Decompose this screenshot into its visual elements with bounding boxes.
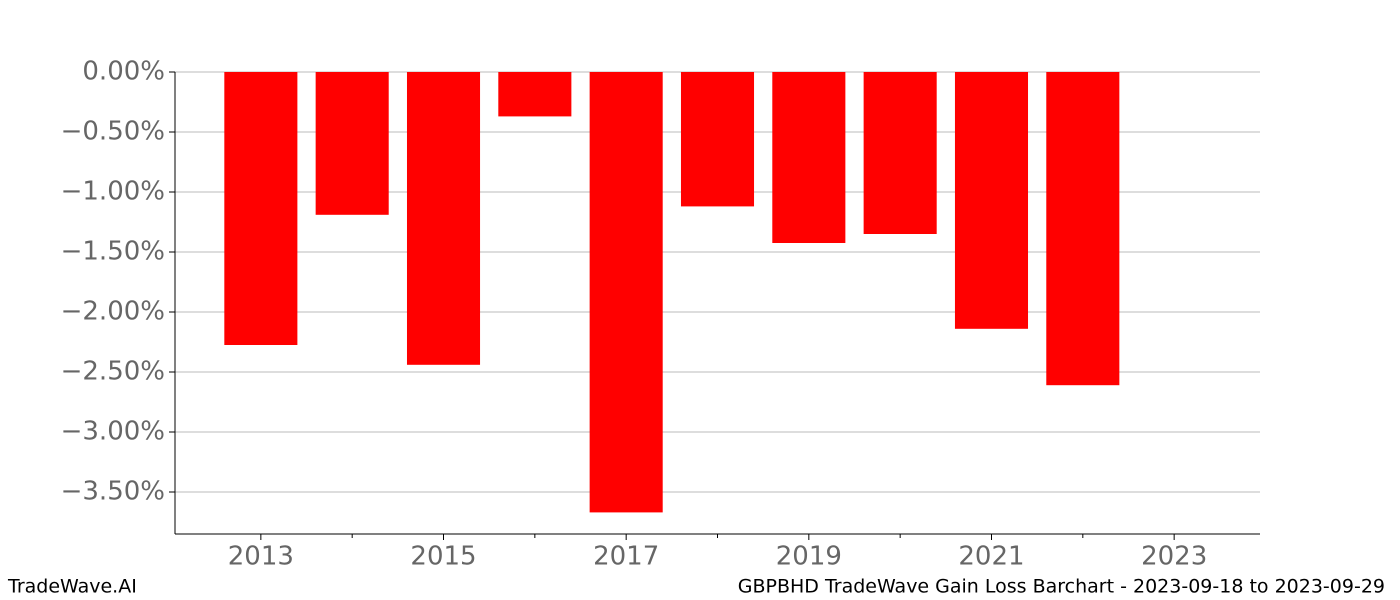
bar (224, 72, 298, 345)
y-tick-label: −0.50% (61, 117, 165, 147)
bar (680, 72, 755, 207)
x-tick-label: 2019 (776, 542, 842, 572)
footer-left: TradeWave.AI (7, 576, 137, 598)
footer-right: GBPBHD TradeWave Gain Loss Barchart - 20… (738, 576, 1385, 598)
bar (406, 72, 481, 365)
bar (1046, 72, 1120, 386)
y-tick-label: −1.00% (61, 177, 165, 207)
bar (863, 72, 937, 234)
bar (772, 72, 846, 243)
bar (589, 72, 663, 513)
x-tick-label: 2021 (958, 542, 1024, 572)
bar (498, 72, 572, 117)
y-tick-label: −2.00% (61, 297, 165, 327)
y-tick-label: −1.50% (61, 237, 165, 267)
y-tick-label: −2.50% (61, 357, 165, 387)
x-tick-label: 2015 (410, 542, 476, 572)
y-tick-label: −3.00% (61, 417, 165, 447)
bar (315, 72, 389, 215)
x-tick-label: 2023 (1141, 542, 1207, 572)
y-tick-label: 0.00% (82, 57, 165, 87)
y-tick-label: −3.50% (61, 477, 165, 507)
bar (954, 72, 1029, 329)
x-tick-label: 2017 (593, 542, 659, 572)
x-tick-label: 2013 (228, 542, 294, 572)
